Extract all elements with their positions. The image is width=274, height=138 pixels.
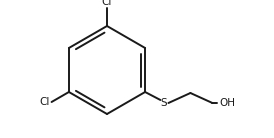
- Text: S: S: [160, 98, 167, 108]
- Text: Cl: Cl: [39, 97, 50, 107]
- Text: Cl: Cl: [102, 0, 112, 7]
- Text: OH: OH: [219, 98, 235, 108]
